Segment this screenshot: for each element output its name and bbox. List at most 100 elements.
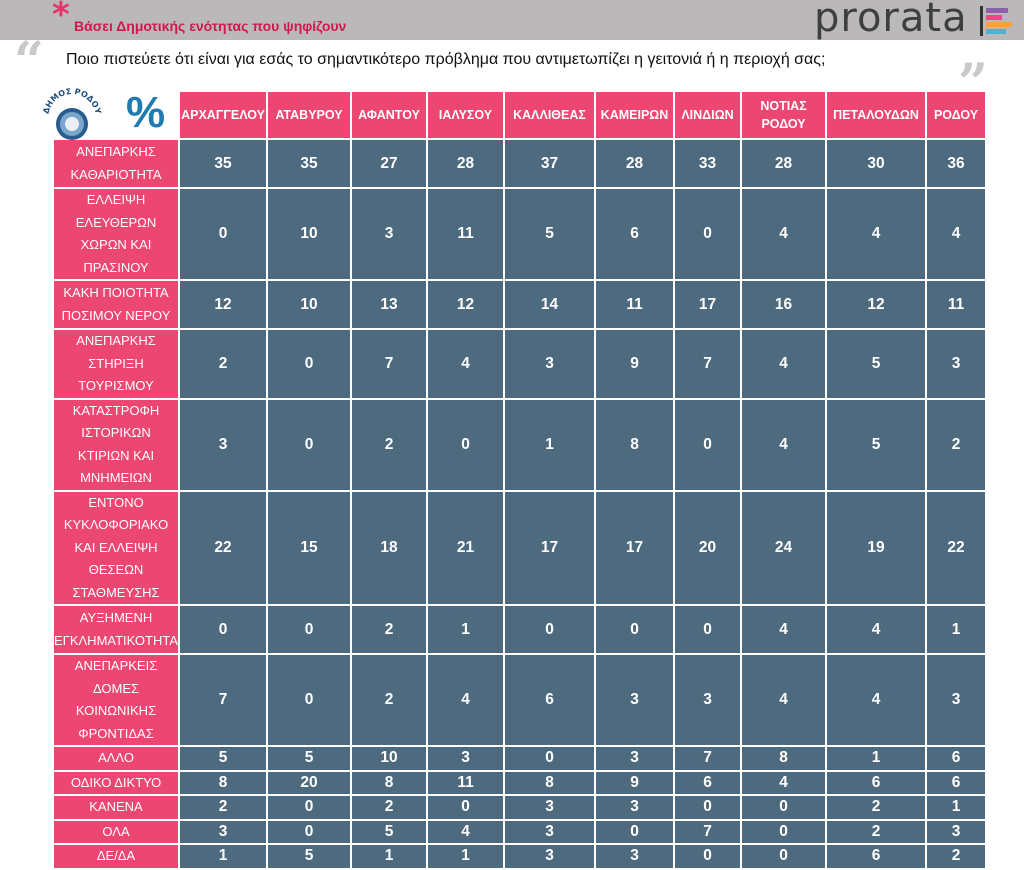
column-header: ΚΑΜΕΙΡΩΝ [596,92,674,138]
value-cell: 0 [505,606,595,653]
value-cell: 22 [180,491,267,604]
value-cell: 3 [505,820,595,843]
column-header: ΡΟΔΟΥ [927,92,986,138]
value-cell: 3 [927,330,986,398]
value-cell: 0 [268,796,351,819]
value-cell: 4 [927,189,986,279]
value-cell: 0 [268,399,351,490]
value-cell: 3 [927,655,986,745]
value-cell: 0 [675,845,741,868]
value-cell: 3 [675,655,741,745]
value-cell: 6 [827,771,926,794]
percent-symbol: % [126,88,166,137]
table-row: ΕΛΛΕΙΨΗ ΕΛΕΥΘΕΡΩΝ ΧΩΡΩΝ ΚΑΙ ΠΡΑΣΙΝΟΥ 0 10 3… [54,189,986,279]
value-cell: 8 [352,771,427,794]
value-cell: 0 [675,189,741,279]
value-cell: 3 [505,330,595,398]
value-cell: 4 [428,330,504,398]
column-header: ΠΕΤΑΛΟΥΔΩΝ [827,92,926,138]
table-row: ΟΛΑ 3 0 5 4 3 0 7 0 2 3 [54,820,986,843]
value-cell: 16 [742,281,826,328]
value-cell: 35 [180,140,267,187]
value-cell: 1 [827,747,926,770]
table-row: ΚΑΤΑΣΤΡΟΦΗ ΙΣΤΟΡΙΚΩΝ ΚΤΙΡΙΩΝ ΚΑΙ ΜΝΗΜΕΙΩ… [54,399,986,490]
value-cell: 4 [827,655,926,745]
value-cell: 0 [180,606,267,653]
value-cell: 1 [428,845,504,868]
table-row: ΑΝΕΠΑΡΚΗΣ ΣΤΗΡΙΞΗ ΤΟΥΡΙΣΜΟΥ 2 0 7 4 3 9 7 4 5 3 [54,330,986,398]
value-cell: 10 [268,281,351,328]
value-cell: 4 [428,820,504,843]
value-cell: 4 [742,655,826,745]
value-cell: 1 [927,606,986,653]
value-cell: 13 [352,281,427,328]
asterisk-mark: * [52,0,70,35]
value-cell: 27 [352,140,427,187]
value-cell: 7 [180,655,267,745]
value-cell: 2 [827,820,926,843]
value-cell: 2 [352,655,427,745]
value-cell: 12 [827,281,926,328]
value-cell: 6 [927,771,986,794]
row-label: ΑΝΕΠΑΡΚΗΣ ΣΤΗΡΙΞΗ ΤΟΥΡΙΣΜΟΥ [54,330,179,398]
value-cell: 3 [596,655,674,745]
value-cell: 1 [927,796,986,819]
row-label: ΑΥΞΗΜΕΝΗ ΕΓΚΛΗΜΑΤΙΚΟΤΗΤΑ [54,606,178,653]
column-header: ΚΑΛΛΙΘΕΑΣ [505,92,595,138]
value-cell: 4 [827,606,926,653]
value-cell: 20 [675,491,741,604]
value-cell: 2 [927,399,986,490]
row-label: ΚΑΤΑΣΤΡΟΦΗ ΙΣΤΟΡΙΚΩΝ ΚΤΙΡΙΩΝ ΚΑΙ ΜΝΗΜΕΙΩ… [54,399,179,490]
value-cell: 11 [428,189,504,279]
dimos-rodou-seal-icon: ΔΗΜΟΣ ΡΟΔΟΥ [41,87,103,140]
value-cell: 14 [505,281,595,328]
value-cell: 4 [742,399,826,490]
value-cell: 1 [352,845,427,868]
value-cell: 15 [268,491,351,604]
row-label: ΔΕ/ΔΑ [54,845,179,868]
value-cell: 0 [428,796,504,819]
value-cell: 1 [505,399,595,490]
value-cell: 0 [675,796,741,819]
table-row: ΑΛΛΟ 5 5 10 3 0 3 7 8 1 6 [54,747,986,770]
table-row: ΑΝΕΠΑΡΚΗΣ ΚΑΘΑΡΙΟΤΗΤΑ 35 35 27 28 37 28 33 28 30 3… [54,140,986,187]
row-label: ΚΑΚΗ ΠΟΙΟΤΗΤΑ ΠΟΣΙΜΟΥ ΝΕΡΟΥ [54,281,179,328]
value-cell: 3 [180,820,267,843]
value-cell: 9 [596,771,674,794]
column-header: ΛΙΝΔΙΩΝ [675,92,741,138]
table-row: ΑΝΕΠΑΡΚΕΙΣ ΔΟΜΕΣ ΚΟΙΝΩΝΙΚΗΣ ΦΡΟΝΤΙΔΑΣ 7 0 2… [54,655,986,745]
value-cell: 0 [505,747,595,770]
row-label: ΕΝΤΟΝΟ ΚΥΚΛΟΦΟΡΙΑΚΟ ΚΑΙ ΕΛΛΕΙΨΗ ΘΕΣΕΩΝ Σ… [54,491,179,604]
value-cell: 4 [742,771,826,794]
value-cell: 20 [268,771,351,794]
value-cell: 2 [180,796,267,819]
table-row: ΚΑΝΕΝΑ 2 0 2 0 3 3 0 0 2 1 [54,796,986,819]
value-cell: 8 [180,771,267,794]
value-cell: 7 [675,747,741,770]
value-cell: 28 [742,140,826,187]
value-cell: 8 [505,771,595,794]
value-cell: 3 [596,845,674,868]
value-cell: 17 [505,491,595,604]
value-cell: 0 [596,820,674,843]
value-cell: 0 [742,845,826,868]
survey-question: Ποιο πιστεύετε ότι είναι για εσάς το σημ… [66,51,826,68]
value-cell: 0 [428,399,504,490]
results-table: ΑΡΧΑΓΓΕΛΟΥ ΑΤΑΒΥΡΟΥ ΑΦΑΝΤΟΥ ΙΑΛΥΣΟΥ ΚΑΛΛΙΘΕΑ… [52,90,987,870]
row-label: ΑΛΛΟ [54,747,179,770]
row-label: ΚΑΝΕΝΑ [54,796,179,819]
column-header: ΙΑΛΥΣΟΥ [428,92,504,138]
table-row: ΔΕ/ΔΑ 1 5 1 1 3 3 0 0 6 2 [54,845,986,868]
value-cell: 5 [352,820,427,843]
value-cell: 2 [827,796,926,819]
header-corner [54,92,178,138]
value-cell: 17 [596,491,674,604]
value-cell: 36 [927,140,986,187]
value-cell: 5 [827,399,926,490]
value-cell: 0 [596,606,674,653]
value-cell: 0 [742,820,826,843]
value-cell: 11 [927,281,986,328]
value-cell: 0 [268,606,351,653]
row-label: ΑΝΕΠΑΡΚΗΣ ΚΑΘΑΡΙΟΤΗΤΑ [54,140,179,187]
value-cell: 2 [352,606,427,653]
